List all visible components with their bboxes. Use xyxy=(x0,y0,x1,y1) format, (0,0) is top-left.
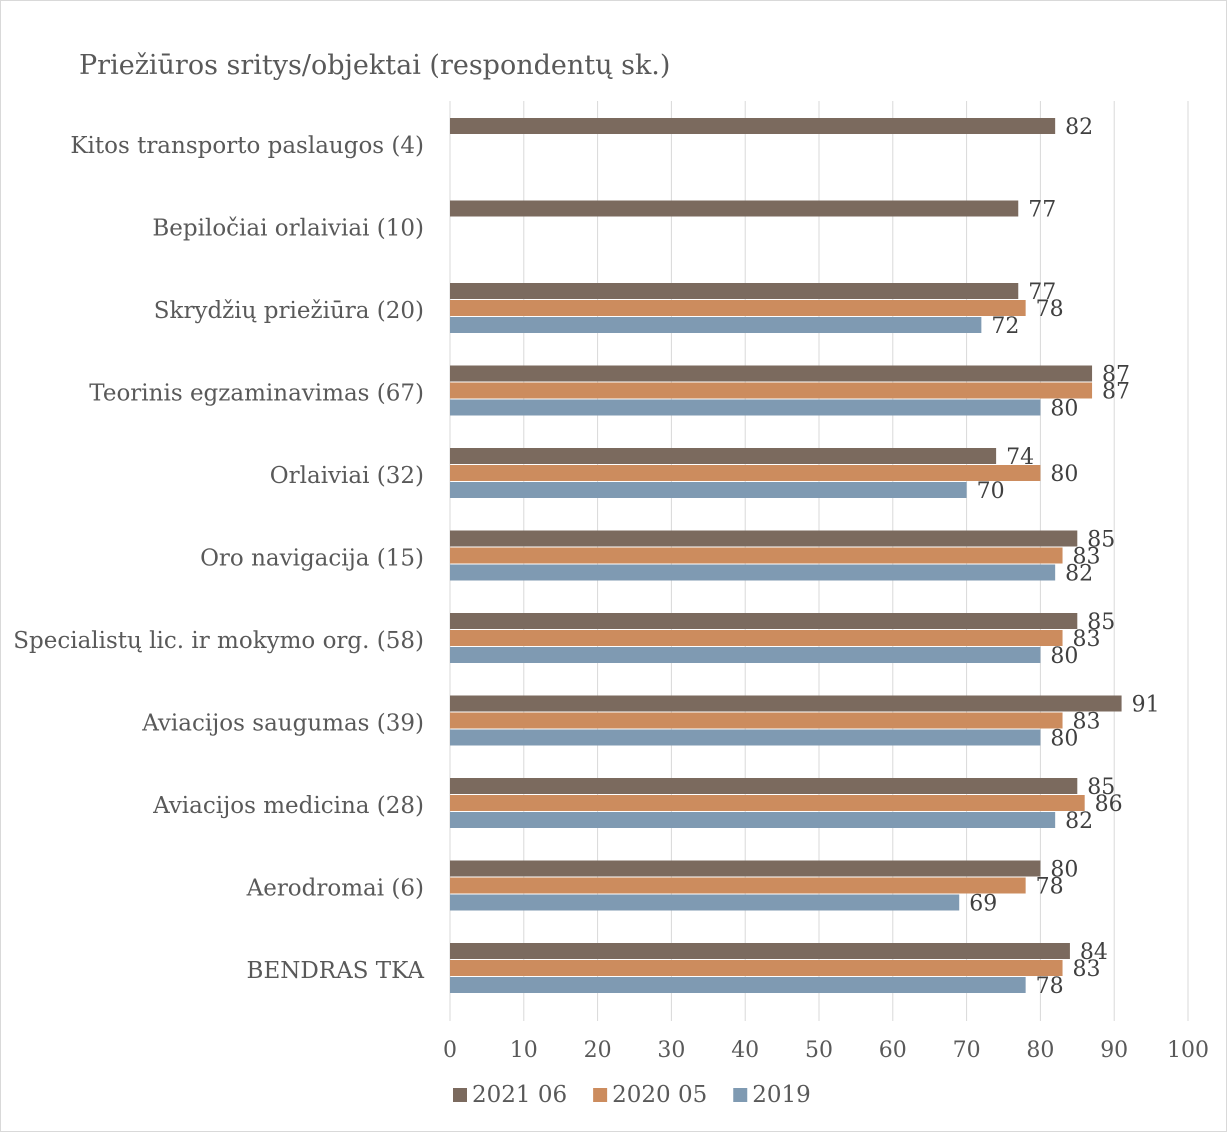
data-label: 69 xyxy=(969,892,997,917)
data-label: 80 xyxy=(1050,462,1078,487)
bar xyxy=(450,283,1019,299)
data-label: 72 xyxy=(991,314,1019,339)
bar xyxy=(450,547,1063,564)
data-label: 80 xyxy=(1050,727,1078,752)
bar xyxy=(450,795,1085,811)
data-label: 80 xyxy=(1050,644,1078,669)
bar xyxy=(450,647,1041,663)
legend-swatch xyxy=(453,1088,467,1102)
category-label: Bepiločiai orlaiviai (10) xyxy=(152,216,424,242)
category-label: Oro navigacija (15) xyxy=(200,546,424,572)
data-label: 70 xyxy=(977,479,1005,504)
bar xyxy=(450,695,1122,712)
x-tick-label: 0 xyxy=(443,1038,457,1063)
data-label: 74 xyxy=(1006,445,1034,470)
bar xyxy=(450,960,1063,976)
data-label: 80 xyxy=(1050,397,1078,422)
data-label: 78 xyxy=(1036,974,1064,999)
category-label: Teorinis egzaminavimas (67) xyxy=(89,381,424,407)
bar xyxy=(450,365,1093,382)
data-label: 85 xyxy=(1087,610,1115,635)
category-label: Specialistų lic. ir mokymo org. (58) xyxy=(13,628,424,654)
bar xyxy=(450,729,1041,746)
legend-swatch xyxy=(733,1088,748,1102)
bar xyxy=(450,877,1026,894)
data-label: 84 xyxy=(1080,940,1108,965)
bar xyxy=(450,118,1056,134)
bar xyxy=(450,613,1078,629)
x-tick-label: 100 xyxy=(1167,1038,1209,1063)
data-label: 85 xyxy=(1087,528,1115,553)
data-label: 82 xyxy=(1065,115,1093,140)
bar xyxy=(450,200,1019,217)
x-tick-label: 10 xyxy=(510,1038,538,1063)
x-tick-label: 20 xyxy=(584,1038,612,1063)
data-label: 78 xyxy=(1036,297,1064,322)
category-label: Skrydžių priežiūra (20) xyxy=(154,298,424,324)
x-tick-label: 60 xyxy=(879,1038,907,1063)
bar xyxy=(450,317,982,333)
data-label: 86 xyxy=(1095,792,1123,817)
bar xyxy=(450,530,1078,547)
data-label: 87 xyxy=(1102,380,1130,405)
bar xyxy=(450,448,997,464)
bar xyxy=(450,778,1078,794)
x-axis-ticks: 0 10 20 30 40 50 60 70 80 90 100 xyxy=(443,1038,1209,1063)
legend-label: 2020 05 xyxy=(612,1082,707,1108)
bar xyxy=(450,977,1026,993)
x-tick-label: 80 xyxy=(1026,1038,1054,1063)
legend-swatch xyxy=(593,1088,608,1102)
category-label: BENDRAS TKA xyxy=(247,958,425,984)
bar xyxy=(450,630,1063,646)
category-label: Aviacijos saugumas (39) xyxy=(141,711,424,737)
bar xyxy=(450,860,1041,877)
category-label: Aerodromai (6) xyxy=(246,876,424,902)
bars xyxy=(450,118,1122,993)
chart-title: Priežiūros sritys/objektai (respondentų … xyxy=(79,50,670,81)
x-tick-label: 70 xyxy=(953,1038,981,1063)
bar xyxy=(450,564,1056,581)
legend-label: 2021 06 xyxy=(472,1082,567,1108)
category-label: Kitos transporto paslaugos (4) xyxy=(70,133,424,159)
category-labels: Kitos transporto paslaugos (4) Bepiločiai… xyxy=(13,133,424,984)
category-label: Aviacijos medicina (28) xyxy=(152,793,424,819)
data-label: 91 xyxy=(1132,693,1160,718)
legend-label: 2019 xyxy=(752,1082,811,1108)
data-label: 83 xyxy=(1073,957,1101,982)
data-label: 87 xyxy=(1102,363,1130,388)
data-label: 85 xyxy=(1087,775,1115,800)
bar xyxy=(450,812,1056,828)
bar xyxy=(450,894,960,911)
bar xyxy=(450,465,1041,481)
data-label: 82 xyxy=(1065,562,1093,587)
data-label: 83 xyxy=(1073,627,1101,652)
x-tick-label: 50 xyxy=(805,1038,833,1063)
bar xyxy=(450,943,1070,959)
data-label: 82 xyxy=(1065,809,1093,834)
bar xyxy=(450,399,1041,416)
bar xyxy=(450,300,1026,316)
x-tick-label: 90 xyxy=(1100,1038,1128,1063)
data-labels: 8277777872878780748070858382858380918380… xyxy=(969,115,1159,999)
data-label: 77 xyxy=(1028,280,1056,305)
bar xyxy=(450,482,967,498)
legend: 2021 06 2020 05 2019 xyxy=(453,1082,811,1108)
bar xyxy=(450,712,1063,729)
data-label: 78 xyxy=(1036,875,1064,900)
category-label: Orlaiviai (32) xyxy=(270,463,424,489)
data-label: 77 xyxy=(1028,198,1056,223)
data-label: 83 xyxy=(1073,710,1101,735)
data-label: 80 xyxy=(1050,858,1078,883)
x-tick-label: 30 xyxy=(657,1038,685,1063)
bar xyxy=(450,382,1093,399)
data-label: 83 xyxy=(1073,545,1101,570)
x-tick-label: 40 xyxy=(731,1038,759,1063)
